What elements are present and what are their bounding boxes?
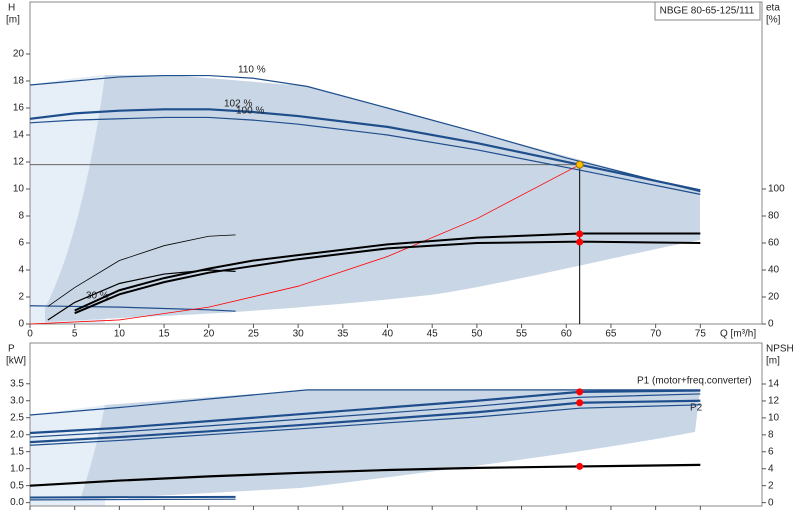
y2-tick-label: 8: [768, 429, 774, 440]
y-tick-label: 6: [18, 238, 24, 249]
y-tick-label: 3.5: [10, 378, 24, 389]
y-tick-label: 18: [13, 76, 25, 87]
y-tick-label: 0.0: [10, 497, 24, 508]
area-bottom: [80, 390, 700, 500]
y-tick-label: 0.5: [10, 480, 24, 491]
y-tick-label: 2.0: [10, 429, 24, 440]
duty-point: [576, 238, 584, 246]
y-axis-label: P: [8, 344, 15, 355]
curve: [29, 498, 236, 501]
x-tick-label: 25: [248, 329, 260, 340]
y-tick-label: 0: [18, 319, 24, 330]
y2-axis-label: NPSH: [766, 344, 794, 355]
x-tick-label: 60: [561, 329, 573, 340]
curve: [29, 389, 701, 435]
x-tick-label: 70: [650, 329, 662, 340]
y2-axis-unit: [m]: [766, 356, 780, 367]
curve: [29, 74, 701, 193]
y2-axis-unit: [%]: [766, 15, 781, 26]
area-top: [45, 75, 700, 322]
curve: [29, 495, 236, 499]
curve: [47, 269, 236, 321]
curve-label: 30 %: [86, 291, 109, 302]
x-tick-label: 20: [203, 329, 215, 340]
y-tick-label: 14: [13, 130, 25, 141]
curve: [29, 399, 701, 444]
y-tick-label: 10: [13, 184, 25, 195]
x-tick-label: 75: [695, 329, 707, 340]
curve-label: P2: [690, 403, 703, 414]
x-tick-label: 65: [605, 329, 617, 340]
y-tick-label: 8: [18, 211, 24, 222]
y2-tick-label: 10: [768, 413, 780, 424]
plot-frame: [29, 1, 763, 325]
y2-tick-label: 80: [768, 211, 780, 222]
x-axis-label: Q [m³/h]: [720, 329, 756, 340]
y-tick-label: 3.0: [10, 395, 24, 406]
x-tick-label: 0: [27, 329, 33, 340]
y2-tick-label: 60: [768, 238, 780, 249]
x-tick-label: 55: [516, 329, 528, 340]
duty-point: [575, 160, 584, 169]
curve: [29, 108, 701, 192]
y2-tick-label: 2: [768, 480, 774, 491]
y-tick-label: 20: [13, 49, 25, 60]
title-box: [654, 1, 761, 21]
y-tick-label: 12: [13, 157, 25, 168]
y2-tick-label: 6: [768, 446, 774, 457]
curve: [74, 240, 701, 315]
y2-tick-label: 12: [768, 396, 780, 407]
y2-tick-label: 4: [768, 463, 774, 474]
y-tick-label: 1.5: [10, 446, 24, 457]
y-axis-unit: [kW]: [6, 356, 26, 367]
plot-frame: [29, 342, 763, 507]
curve: [29, 164, 580, 325]
y-tick-label: 2: [18, 292, 24, 303]
x-tick-label: 5: [72, 329, 78, 340]
curve: [47, 234, 236, 307]
duty-point: [576, 388, 584, 396]
curve: [29, 389, 701, 416]
curve: [29, 116, 701, 195]
y-axis-unit: [m]: [6, 15, 20, 26]
x-tick-label: 50: [471, 329, 483, 340]
x-tick-label: 15: [159, 329, 171, 340]
curve: [29, 404, 701, 446]
y2-axis-label: eta: [766, 3, 780, 14]
curve: [29, 305, 236, 312]
chart-title: NBGE 80-65-125/111: [660, 6, 755, 17]
x-tick-label: 40: [382, 329, 394, 340]
y-tick-label: 4: [18, 265, 24, 276]
duty-point: [576, 230, 584, 238]
y-axis-label: H: [8, 3, 15, 14]
curve-label: 100 %: [236, 106, 264, 117]
y2-tick-label: 14: [768, 379, 780, 390]
x-tick-label: 30: [293, 329, 305, 340]
duty-point: [576, 462, 584, 470]
curve-label: 102 %: [224, 99, 252, 110]
curve: [74, 232, 701, 312]
x-tick-label: 10: [114, 329, 126, 340]
y-tick-label: 2.5: [10, 412, 24, 423]
y-tick-label: 16: [13, 103, 25, 114]
y2-tick-label: 40: [768, 265, 780, 276]
y2-tick-label: 100: [768, 184, 785, 195]
y-tick-label: 1.0: [10, 463, 24, 474]
x-tick-label: 35: [337, 329, 349, 340]
x-tick-label: 45: [427, 329, 439, 340]
curve-label: 110 %: [238, 65, 266, 76]
curve: [29, 463, 701, 487]
curve: [29, 393, 701, 438]
y2-tick-label: 20: [768, 292, 780, 303]
duty-point: [576, 399, 584, 407]
y2-tick-label: 0: [768, 319, 774, 330]
y2-tick-label: 0: [768, 497, 774, 508]
curve-label: P1 (motor+freq.converter): [637, 376, 752, 387]
